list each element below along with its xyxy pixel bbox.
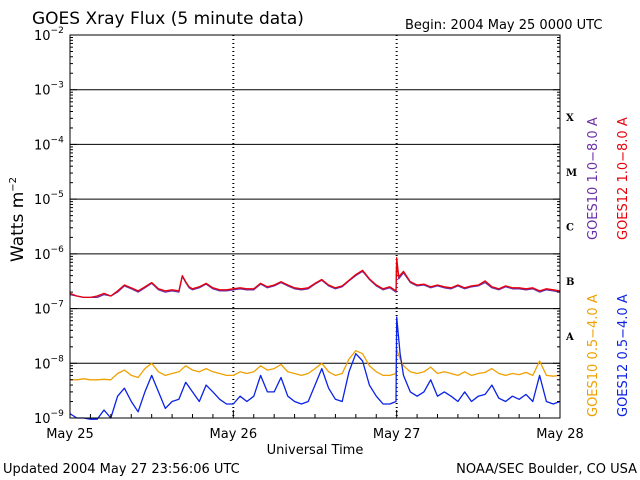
y-tick-label: 10−9 bbox=[34, 409, 64, 427]
flare-class-label: B bbox=[566, 277, 574, 288]
legend-goes10-short: GOES10 0.5−4.0 A bbox=[586, 294, 601, 417]
series-line-goes10-0-5-4-0-a bbox=[70, 348, 561, 381]
legend-goes12-short: GOES12 0.5−4.0 A bbox=[616, 294, 631, 417]
updated-timestamp: Updated 2004 May 27 23:56:06 UTC bbox=[3, 462, 240, 477]
flare-class-label: C bbox=[566, 223, 574, 234]
y-tick-label: 10−8 bbox=[34, 354, 64, 372]
flare-class-label: X bbox=[566, 113, 574, 124]
flare-class-label: A bbox=[565, 332, 574, 343]
y-axis-label: Watts m−2 bbox=[8, 177, 28, 262]
credit-label: NOAA/SEC Boulder, CO USA bbox=[456, 462, 637, 477]
x-tick-label: May 27 bbox=[373, 427, 421, 442]
x-tick-label: May 25 bbox=[46, 427, 94, 442]
begin-label: Begin: 2004 May 25 0000 UTC bbox=[405, 18, 602, 33]
y-tick-label: 10−2 bbox=[34, 26, 64, 44]
x-axis-label: Universal Time bbox=[267, 443, 364, 458]
series-line-goes12-0-5-4-0-a bbox=[69, 316, 561, 420]
y-tick-label: 10−4 bbox=[34, 135, 64, 153]
legend-goes12-long: GOES12 1.0−8.0 A bbox=[616, 117, 631, 240]
series-line-goes12-1-0-8-0-a bbox=[69, 257, 561, 299]
data-series bbox=[69, 257, 561, 420]
x-tick-label: May 28 bbox=[536, 427, 584, 442]
y-tick-label: 10−7 bbox=[34, 300, 64, 318]
legend-goes10-long: GOES10 1.0−8.0 A bbox=[586, 117, 601, 240]
chart-title: GOES Xray Flux (5 minute data) bbox=[32, 9, 304, 29]
flare-class-label: M bbox=[566, 168, 577, 179]
y-tick-label: 10−5 bbox=[34, 190, 64, 208]
x-tick-label: May 26 bbox=[210, 427, 258, 442]
y-tick-label: 10−3 bbox=[34, 81, 64, 99]
y-axis-ticks: 10−2 10−3 10−4 10−5 10−6 10−7 10−8 10−9 bbox=[34, 26, 560, 427]
series-line-goes10-1-0-8-0-a bbox=[69, 260, 561, 299]
y-tick-label: 10−6 bbox=[34, 245, 64, 263]
x-axis-ticks: May 25 May 26 May 27 May 28 bbox=[46, 410, 584, 442]
